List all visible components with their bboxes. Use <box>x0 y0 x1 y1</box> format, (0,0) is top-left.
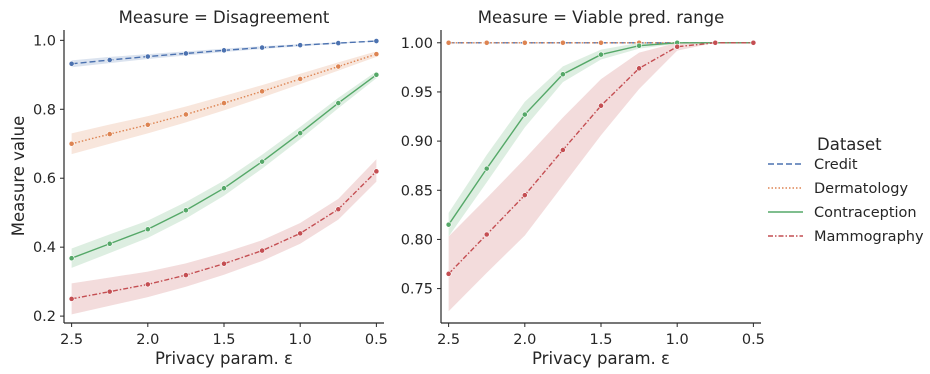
y-tick-label: 0.2 <box>33 309 56 325</box>
x-tick-label: 2.5 <box>60 332 83 348</box>
legend-title: Dataset <box>817 135 882 154</box>
band-contraception <box>448 42 754 237</box>
point-credit <box>144 53 151 60</box>
y-tick-label: 1.00 <box>401 36 433 52</box>
point-credit <box>68 60 75 67</box>
x-tick-label: 1.5 <box>589 332 612 348</box>
point-dermatology <box>373 51 380 58</box>
x-tick-label: 0.5 <box>365 332 388 348</box>
point-dermatology <box>106 131 113 137</box>
y-tick-label: 0.80 <box>401 232 433 248</box>
series-line-credit <box>71 40 377 65</box>
point-mammography <box>712 39 719 46</box>
point-dermatology <box>483 39 490 46</box>
point-contraception <box>144 226 151 233</box>
point-contraception <box>373 71 380 78</box>
x-axis-label: Privacy param. ε <box>155 349 293 368</box>
x-tick-label: 1.5 <box>212 332 235 348</box>
point-contraception <box>521 111 528 118</box>
point-dermatology <box>521 39 528 46</box>
panel-disagreement: Measure = Disagreement 2.5 2.0 1.5 1.0 0.5 0.2… <box>9 8 388 368</box>
point-credit <box>182 50 189 57</box>
x-tick-label: 2.0 <box>136 332 159 348</box>
point-mammography <box>521 192 528 199</box>
point-contraception <box>297 130 304 136</box>
point-dermatology <box>68 140 75 147</box>
y-tick-label: 1.0 <box>33 33 56 49</box>
band-mammography <box>71 159 377 315</box>
point-mammography <box>674 43 681 50</box>
point-contraception <box>259 158 265 165</box>
legend: Dataset Credit Dermatology Contraception Ma… <box>768 135 924 245</box>
point-credit <box>335 40 342 46</box>
panel-viable-pred-range: Measure = Viable pred. range 2.5 2.0 1.5 1.0… <box>401 8 765 368</box>
point-dermatology <box>259 88 265 95</box>
point-mammography <box>373 168 380 175</box>
y-tick-label: 0.90 <box>401 134 433 150</box>
point-contraception <box>483 165 490 172</box>
point-mammography <box>750 39 757 46</box>
point-mammography <box>182 272 189 278</box>
point-dermatology <box>335 63 342 70</box>
band-contraception <box>71 71 377 268</box>
point-dermatology <box>445 39 452 46</box>
point-mammography <box>636 65 642 72</box>
point-dermatology <box>560 39 566 46</box>
point-contraception <box>335 100 342 106</box>
point-mammography <box>221 260 227 267</box>
y-tick-label: 0.85 <box>401 183 433 199</box>
legend-label-credit: Credit <box>814 157 858 173</box>
point-dermatology <box>598 39 604 46</box>
x-tick-label: 1.0 <box>666 332 689 348</box>
point-mammography <box>598 102 604 109</box>
point-mammography <box>335 206 342 213</box>
point-credit <box>221 47 227 54</box>
point-mammography <box>445 270 452 277</box>
band-credit <box>71 40 377 68</box>
y-tick-label: 0.4 <box>33 240 56 256</box>
series-line-mammography <box>448 42 754 275</box>
point-dermatology <box>144 121 151 128</box>
point-credit <box>259 44 265 51</box>
point-contraception <box>68 255 75 262</box>
point-credit <box>373 38 380 44</box>
band-mammography <box>448 42 754 312</box>
y-axis-label: Measure value <box>9 116 28 236</box>
legend-label-contraception: Contraception <box>814 205 917 221</box>
point-mammography <box>560 147 566 153</box>
point-mammography <box>259 247 265 254</box>
y-tick-label: 0.75 <box>401 282 433 298</box>
point-dermatology <box>221 100 227 106</box>
point-contraception <box>182 207 189 214</box>
y-tick-label: 0.95 <box>401 85 433 101</box>
legend-label-dermatology: Dermatology <box>814 181 908 197</box>
point-contraception <box>636 42 642 49</box>
point-contraception <box>598 51 604 58</box>
point-credit <box>297 42 304 49</box>
point-mammography <box>297 230 304 237</box>
point-mammography <box>68 295 75 302</box>
point-contraception <box>106 240 113 247</box>
legend-label-mammography: Mammography <box>814 229 924 245</box>
point-credit <box>106 57 113 63</box>
x-axis-label: Privacy param. ε <box>532 349 670 368</box>
point-contraception <box>445 221 452 228</box>
point-contraception <box>560 71 566 78</box>
point-dermatology <box>297 76 304 82</box>
panel-title: Measure = Disagreement <box>119 8 330 27</box>
point-mammography <box>106 288 113 295</box>
point-mammography <box>483 231 490 238</box>
point-mammography <box>144 281 151 288</box>
y-tick-label: 0.6 <box>33 171 56 187</box>
point-contraception <box>221 185 227 192</box>
y-tick-label: 0.8 <box>33 102 56 118</box>
point-dermatology <box>182 111 189 118</box>
x-tick-label: 0.5 <box>742 332 765 348</box>
panel-title: Measure = Viable pred. range <box>478 8 725 27</box>
x-tick-label: 1.0 <box>289 332 312 348</box>
x-tick-label: 2.0 <box>513 332 536 348</box>
x-tick-label: 2.5 <box>437 332 460 348</box>
